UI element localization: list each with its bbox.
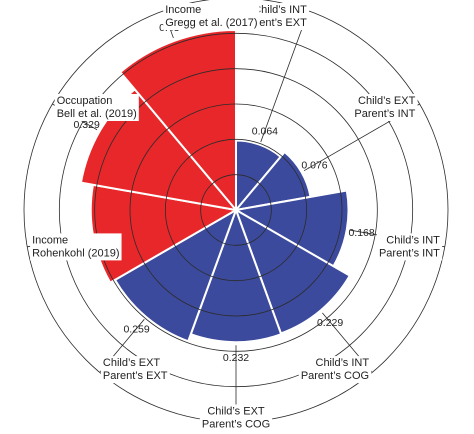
category-label-text: Income Gregg et al. (2017): [165, 4, 257, 29]
label-backdrop: [352, 94, 418, 121]
value-label-3: 0.168: [348, 227, 374, 239]
label-layer: 0.0640.0760.1680.2290.2320.2590.280.3290…: [30, 3, 443, 432]
value-label-2: 0.076: [301, 160, 327, 172]
category-label-text: Child’s EXT Parent’s EXT: [103, 357, 168, 382]
label-backdrop: [54, 94, 139, 121]
category-label-2: Child’s EXT Parent’s INT: [352, 94, 418, 121]
wedge-9: [118, 28, 237, 213]
category-label-9: Income Gregg et al. (2017): [163, 3, 260, 30]
category-label-text: Child’s EXT Parent’s COG: [202, 406, 270, 431]
label-backdrop: [298, 356, 372, 384]
wedge-6: [113, 207, 238, 343]
grid-ring-3: [129, 103, 343, 317]
label-backdrop: [163, 3, 260, 30]
category-label-4: Child’s INT Parent’s COG: [298, 356, 372, 384]
grid-ring-1: [200, 174, 272, 246]
category-label-text: Child’s INT Parent’s INT: [379, 234, 440, 259]
category-label-text: Occupation Bell et al. (2019): [57, 95, 137, 120]
category-label-7: Income Rohenkohl (2019): [30, 233, 122, 261]
wedge-layer: [79, 28, 352, 344]
wedge-3: [233, 189, 350, 268]
category-label-text: Child’s INT Parent’s COG: [301, 357, 370, 382]
value-label-6: 0.259: [123, 324, 149, 336]
label-backdrop: [199, 404, 273, 432]
value-label-5: 0.232: [223, 352, 249, 364]
wedge-5: [189, 207, 283, 344]
grid-ring-2: [164, 138, 308, 282]
category-label-6: Child’s EXT Parent’s EXT: [100, 356, 170, 384]
label-backdrop: [30, 233, 122, 261]
value-label-1: 0.064: [252, 126, 278, 138]
category-label-text: Income Rohenkohl (2019): [32, 234, 119, 259]
value-label-4: 0.229: [317, 317, 343, 329]
category-label-8: Occupation Bell et al. (2019): [54, 94, 139, 121]
category-label-5: Child’s EXT Parent’s COG: [199, 404, 273, 432]
category-label-3: Child’s INT Parent’s INT: [376, 233, 443, 261]
label-backdrop: [100, 356, 170, 384]
label-backdrop: [376, 233, 443, 261]
spoke-line-1: [260, 10, 309, 143]
wedge-4: [234, 207, 352, 335]
category-label-text: Child’s EXT Parent’s INT: [354, 95, 415, 120]
value-label-8: 0.329: [74, 119, 100, 131]
